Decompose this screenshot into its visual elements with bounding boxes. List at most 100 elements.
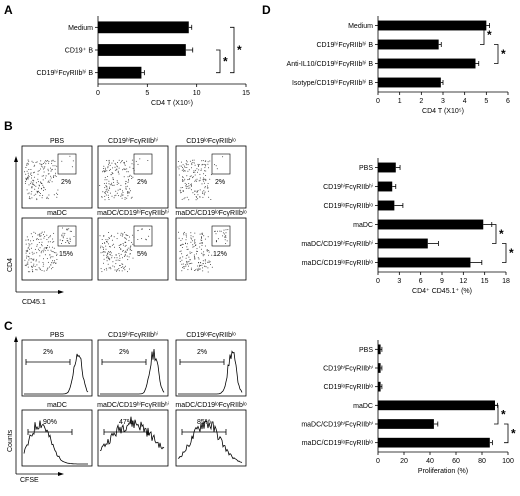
flow-dot-gated bbox=[215, 233, 217, 235]
significance-bracket-1 bbox=[504, 423, 509, 444]
flow-dot bbox=[118, 159, 120, 161]
flow-dot bbox=[118, 173, 120, 175]
flow-dot bbox=[192, 162, 194, 163]
flow-dot bbox=[106, 170, 108, 172]
flow-dot bbox=[28, 197, 30, 199]
flow-dot bbox=[104, 242, 105, 244]
flow-dot bbox=[33, 165, 35, 167]
flow-dot bbox=[54, 165, 56, 167]
flow-dot bbox=[121, 194, 123, 196]
flow-plot-title: maDC/CD19ˡᵒFcγRIIbˡᵒ bbox=[175, 210, 247, 217]
flow-gate-percent: 2% bbox=[61, 179, 71, 186]
flow-dot bbox=[191, 240, 193, 242]
flow-dot bbox=[56, 192, 57, 194]
flow-dot bbox=[26, 164, 28, 166]
flow-dot bbox=[44, 189, 46, 191]
flow-dot bbox=[124, 253, 126, 255]
flow-dot bbox=[31, 183, 33, 185]
histogram-trace bbox=[100, 348, 165, 395]
x-tick-label-1: 3 bbox=[397, 278, 401, 285]
flow-dot bbox=[27, 174, 29, 176]
x-tick-label-3: 15 bbox=[242, 90, 250, 97]
significance-star-0: * bbox=[501, 408, 506, 422]
flow-dot bbox=[124, 164, 126, 166]
flow-dot bbox=[46, 234, 48, 236]
flow-dot-gated bbox=[216, 168, 218, 170]
flow-dot bbox=[184, 197, 186, 199]
flow-dot bbox=[109, 164, 111, 166]
flow-dot bbox=[197, 194, 199, 196]
flow-dot bbox=[203, 182, 205, 184]
bar-2 bbox=[378, 58, 476, 69]
flow-dot-gated bbox=[65, 242, 67, 243]
flow-dot bbox=[181, 165, 183, 167]
flow-dot bbox=[131, 163, 133, 165]
flow-dot bbox=[103, 165, 105, 167]
flow-dot bbox=[43, 263, 45, 265]
flow-dot bbox=[34, 248, 36, 250]
histogram-trace bbox=[178, 350, 243, 395]
flow-dot bbox=[27, 172, 29, 174]
flow-dot bbox=[24, 259, 26, 261]
flow-dot bbox=[108, 197, 109, 199]
significance-bracket-1 bbox=[494, 44, 499, 64]
chart-a: Medium CD19⁺ B CD19ʰⁱFcγRIIbʰⁱ B 0 5 10 15 CD4 … bbox=[37, 16, 250, 107]
flow-dot bbox=[107, 167, 109, 169]
flow-dot bbox=[114, 246, 115, 248]
bar-2 bbox=[98, 66, 142, 79]
flow-dot bbox=[186, 175, 188, 177]
flow-dot bbox=[108, 162, 110, 164]
bar-4 bbox=[378, 238, 428, 249]
flow-dot bbox=[190, 232, 192, 234]
histogram-frame bbox=[21, 409, 93, 467]
flow-dot bbox=[106, 241, 108, 243]
flow-plot-title: CD19ʰⁱFcγRIIbʰⁱ bbox=[108, 137, 158, 145]
flow-dot bbox=[102, 243, 103, 244]
flow-dot bbox=[182, 267, 184, 269]
flow-dot bbox=[39, 163, 41, 165]
flow-dot bbox=[41, 270, 43, 271]
flow-dot-gated bbox=[67, 229, 69, 231]
flow-dot bbox=[191, 162, 193, 164]
histogram-title: maDC bbox=[47, 402, 67, 409]
x-tick-label-1: 1 bbox=[398, 98, 402, 105]
flow-dot bbox=[27, 159, 29, 161]
flow-dot bbox=[131, 159, 133, 161]
flow-dot bbox=[113, 266, 115, 268]
flow-dot bbox=[109, 258, 111, 260]
flow-dot bbox=[37, 181, 39, 183]
flow-dot bbox=[195, 190, 197, 192]
flow-dot bbox=[201, 264, 203, 266]
flow-dot bbox=[109, 186, 110, 188]
histogram-1 bbox=[97, 339, 169, 397]
flow-dot bbox=[205, 160, 207, 162]
bar-3 bbox=[378, 219, 484, 230]
flow-dot bbox=[122, 233, 124, 235]
flow-dot bbox=[187, 243, 188, 245]
flow-dot bbox=[186, 161, 188, 163]
flow-dot bbox=[32, 182, 34, 184]
flow-dot bbox=[179, 257, 181, 259]
flow-dot bbox=[111, 162, 113, 164]
flow-dot bbox=[203, 163, 205, 165]
flow-dot-gated bbox=[215, 165, 217, 167]
flow-dot bbox=[119, 255, 120, 257]
flow-dot bbox=[27, 266, 29, 268]
flow-dot bbox=[186, 160, 187, 162]
flow-dot bbox=[120, 162, 122, 164]
flow-dot bbox=[115, 190, 117, 192]
flow-dot bbox=[181, 253, 183, 255]
flow-dot bbox=[205, 164, 207, 166]
flow-dot-gated bbox=[62, 240, 64, 241]
hist-y-arrowhead bbox=[14, 336, 18, 342]
flow-dot bbox=[110, 268, 112, 270]
x-axis-label: CD4 T (X10⁵) bbox=[422, 108, 464, 115]
flow-dot bbox=[41, 197, 43, 199]
x-axis-label: CD4 T (X10⁵) bbox=[151, 100, 193, 107]
flow-dot bbox=[51, 181, 53, 183]
flow-dot bbox=[185, 187, 187, 189]
flow-dot bbox=[200, 168, 202, 170]
category-label-0: Medium bbox=[68, 25, 93, 32]
flow-dot bbox=[204, 259, 206, 261]
flow-dot bbox=[36, 198, 38, 200]
